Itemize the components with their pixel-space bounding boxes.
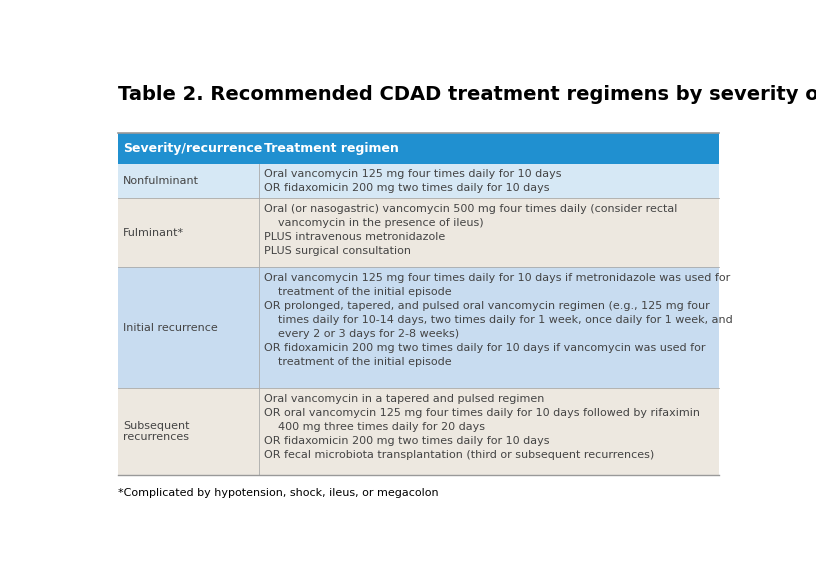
Text: Oral vancomycin in a tapered and pulsed regimen
OR oral vancomycin 125 mg four t: Oral vancomycin in a tapered and pulsed … — [264, 394, 700, 460]
Text: Treatment regimen: Treatment regimen — [264, 142, 399, 155]
Text: Oral vancomycin 125 mg four times daily for 10 days if metronidazole was used fo: Oral vancomycin 125 mg four times daily … — [264, 272, 733, 367]
Text: Fulminant*: Fulminant* — [123, 228, 184, 238]
Text: Table 2. Recommended CDAD treatment regimens by severity or recurrence: Table 2. Recommended CDAD treatment regi… — [118, 85, 816, 104]
Text: Nonfulminant: Nonfulminant — [123, 176, 199, 186]
Text: Oral vancomycin 125 mg four times daily for 10 days
OR fidaxomicin 200 mg two ti: Oral vancomycin 125 mg four times daily … — [264, 169, 561, 193]
Text: Severity/recurrence: Severity/recurrence — [123, 142, 262, 155]
Text: *Complicated by hypotension, shock, ileus, or megacolon: *Complicated by hypotension, shock, ileu… — [118, 488, 438, 498]
Bar — [118, 267, 719, 388]
Text: Initial recurrence: Initial recurrence — [123, 323, 218, 333]
Bar — [118, 388, 719, 475]
Text: Oral (or nasogastric) vancomycin 500 mg four times daily (consider rectal
    va: Oral (or nasogastric) vancomycin 500 mg … — [264, 203, 677, 256]
Text: Subsequent
recurrences: Subsequent recurrences — [123, 421, 189, 442]
Bar — [118, 164, 719, 198]
Bar — [118, 198, 719, 267]
Bar — [118, 134, 719, 164]
